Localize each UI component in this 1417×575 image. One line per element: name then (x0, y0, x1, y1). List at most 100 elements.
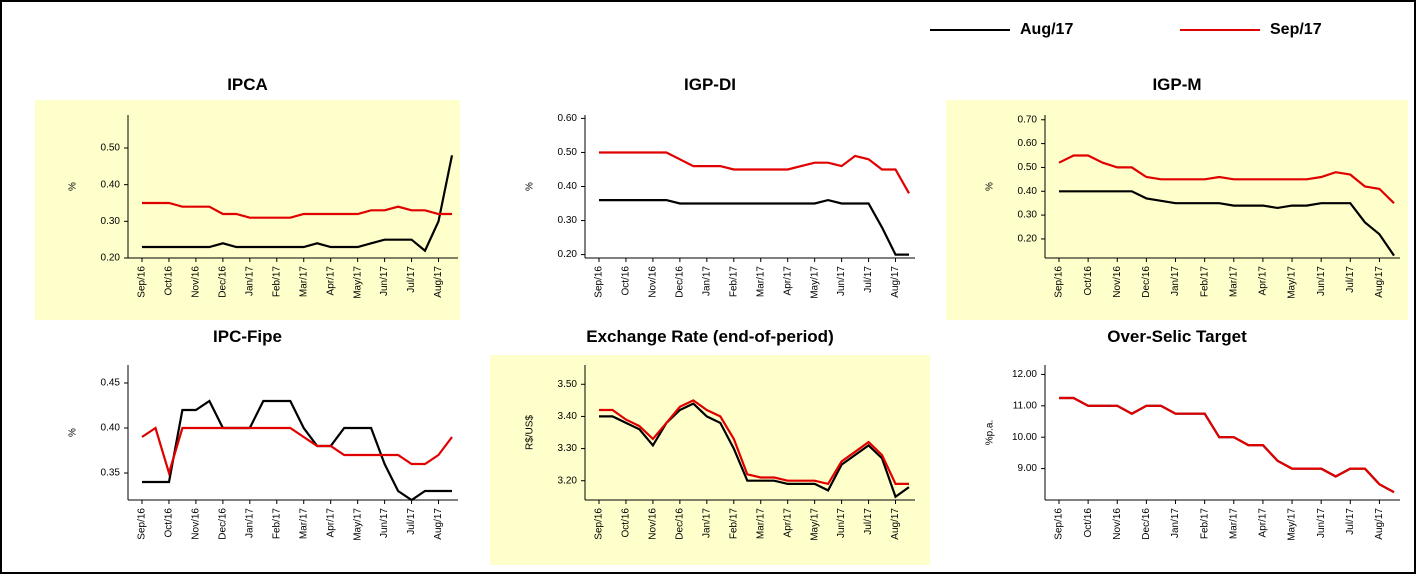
chart-panel (490, 355, 930, 565)
series-line (599, 198, 909, 256)
x-tick-label: Jan/17 (701, 266, 712, 296)
x-tick-label: Jul/17 (863, 508, 874, 535)
y-tick-label: 0.30 (558, 215, 578, 226)
y-tick-label: 3.30 (558, 443, 578, 454)
x-tick-label: Dec/16 (1141, 266, 1152, 298)
x-tick-label: Feb/17 (728, 266, 739, 298)
x-tick-label: Jul/17 (1345, 508, 1356, 535)
x-tick-label: Mar/17 (755, 266, 766, 298)
y-axis-label: %p.a. (985, 420, 996, 446)
x-tick-label: Aug/17 (890, 266, 901, 298)
x-tick-label: Mar/17 (1228, 266, 1239, 298)
series-line (142, 399, 452, 502)
series-line (599, 151, 910, 194)
x-tick-label: Jul/17 (406, 266, 417, 293)
x-tick-label: Aug/17 (890, 508, 901, 540)
x-tick-label: Mar/17 (298, 266, 309, 298)
chart-panel (946, 100, 1408, 320)
y-tick-label: 0.40 (101, 423, 121, 434)
x-tick-label: Apr/17 (782, 266, 793, 296)
y-tick-label: 0.50 (101, 143, 121, 154)
x-tick-label: Sep/16 (594, 508, 605, 540)
chart-panel (490, 100, 930, 320)
x-tick-label: Dec/16 (1141, 508, 1152, 540)
x-tick-label: May/17 (809, 266, 820, 299)
y-tick-label: 11.00 (1013, 400, 1038, 411)
x-tick-label: Oct/16 (164, 266, 175, 296)
y-tick-label: 0.20 (1018, 234, 1038, 245)
x-tick-label: Jan/17 (701, 508, 712, 538)
y-axis-label: % (985, 182, 996, 191)
y-axis-label: % (525, 182, 536, 191)
x-tick-label: Nov/16 (1112, 508, 1123, 540)
x-tick-label: Sep/16 (1054, 266, 1065, 298)
x-tick-label: Jul/17 (406, 508, 417, 535)
x-tick-label: Oct/16 (1083, 508, 1094, 538)
y-tick-label: 3.20 (558, 475, 578, 486)
chart-panel (35, 355, 460, 565)
series-line (599, 402, 910, 499)
x-tick-label: May/17 (1287, 266, 1298, 299)
y-tick-label: 0.50 (558, 147, 578, 158)
x-tick-label: Aug/17 (433, 508, 444, 540)
y-tick-label: 3.50 (558, 379, 578, 390)
chart-title: IGP-M (1152, 75, 1201, 94)
x-tick-label: Jan/17 (244, 266, 255, 296)
y-tick-label: 0.30 (101, 216, 121, 227)
y-tick-label: 3.40 (558, 411, 578, 422)
x-tick-label: Oct/16 (164, 508, 175, 538)
x-tick-label: Apr/17 (782, 508, 793, 538)
y-axis-label: R$/US$ (525, 415, 536, 450)
x-tick-label: Feb/17 (271, 266, 282, 298)
x-tick-label: Jun/17 (379, 508, 390, 538)
y-tick-label: 10.00 (1012, 432, 1037, 443)
x-tick-label: Jan/17 (1170, 266, 1181, 296)
x-tick-label: Mar/17 (1228, 508, 1239, 540)
x-tick-label: Dec/16 (675, 508, 686, 540)
x-tick-label: Apr/17 (1258, 508, 1269, 538)
x-tick-label: Jul/17 (1345, 266, 1356, 293)
x-tick-label: Mar/17 (298, 508, 309, 540)
x-tick-label: Oct/16 (1083, 266, 1094, 296)
x-tick-label: May/17 (809, 508, 820, 541)
x-tick-label: Apr/17 (1258, 266, 1269, 296)
y-tick-label: 0.40 (101, 179, 121, 190)
x-tick-label: Jun/17 (836, 508, 847, 538)
x-tick-label: Oct/16 (621, 508, 632, 538)
chart-title: IPCA (227, 75, 268, 94)
x-tick-label: Aug/17 (1374, 508, 1385, 540)
x-tick-label: Feb/17 (728, 508, 739, 540)
series-line (142, 155, 454, 253)
legend-label: Sep/17 (1270, 21, 1322, 38)
chart-title: Exchange Rate (end-of-period) (586, 327, 833, 346)
series-line (1059, 396, 1395, 494)
x-tick-label: Nov/16 (648, 508, 659, 540)
series-line (142, 201, 452, 219)
y-tick-label: 0.30 (1018, 210, 1038, 221)
x-tick-label: Sep/16 (594, 266, 605, 298)
y-tick-label: 0.60 (1018, 138, 1038, 149)
y-tick-label: 0.40 (558, 181, 578, 192)
x-tick-label: Jun/17 (379, 266, 390, 296)
y-tick-label: 12.00 (1012, 369, 1037, 380)
y-tick-label: 0.20 (558, 249, 578, 260)
y-tick-label: 9.00 (1018, 463, 1038, 474)
x-tick-label: Feb/17 (1199, 508, 1210, 540)
x-tick-label: Dec/16 (218, 508, 229, 540)
y-tick-label: 0.50 (1018, 162, 1038, 173)
y-axis-label: % (68, 182, 79, 191)
x-tick-label: Mar/17 (755, 508, 766, 540)
x-tick-label: Nov/16 (1112, 266, 1123, 298)
x-tick-label: Feb/17 (271, 508, 282, 540)
x-tick-label: May/17 (352, 508, 363, 541)
x-tick-label: Apr/17 (325, 266, 336, 296)
y-tick-label: 0.40 (1018, 186, 1038, 197)
x-tick-label: Aug/17 (433, 266, 444, 298)
y-tick-label: 0.20 (101, 253, 121, 264)
x-tick-label: Nov/16 (191, 266, 202, 298)
y-tick-label: 0.45 (101, 378, 121, 389)
x-tick-label: Jun/17 (1316, 266, 1327, 296)
chart-title: IGP-DI (684, 75, 736, 94)
chart-title: Over-Selic Target (1107, 327, 1247, 346)
